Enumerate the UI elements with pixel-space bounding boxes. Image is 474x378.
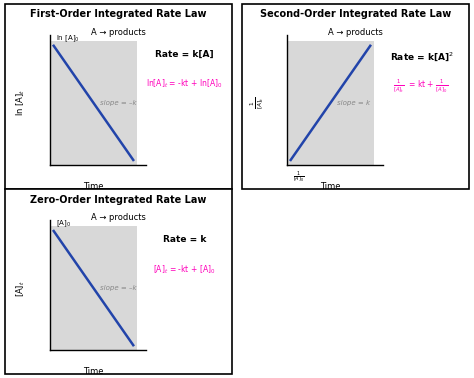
Text: [A]$_t$ = -kt + [A]$_0$: [A]$_t$ = -kt + [A]$_0$ [153, 263, 216, 276]
Text: Zero-Order Integrated Rate Law: Zero-Order Integrated Rate Law [30, 195, 207, 204]
Text: slope = –k: slope = –k [100, 100, 137, 106]
Text: $\frac{1}{[A]_t}$  = kt + $\frac{1}{[A]_0}$: $\frac{1}{[A]_t}$ = kt + $\frac{1}{[A]_0… [393, 78, 448, 95]
Text: Time: Time [320, 181, 341, 191]
Text: Time: Time [83, 367, 104, 376]
Text: $\frac{1}{[A]_0}$: $\frac{1}{[A]_0}$ [293, 169, 304, 184]
Text: A → products: A → products [91, 213, 146, 222]
Text: Rate = k: Rate = k [163, 235, 206, 244]
Bar [50, 226, 137, 350]
Text: slope = k: slope = k [337, 100, 370, 106]
Text: ln[A]$_t$ = -kt + ln[A]$_0$: ln[A]$_t$ = -kt + ln[A]$_0$ [146, 78, 223, 90]
Bar [50, 41, 137, 165]
Text: First-Order Integrated Rate Law: First-Order Integrated Rate Law [30, 9, 207, 19]
Text: Rate = k[A]$^2$: Rate = k[A]$^2$ [390, 50, 454, 63]
Text: [A]$_0$: [A]$_0$ [56, 218, 71, 229]
Text: Time: Time [83, 181, 104, 191]
Text: [A]$_t$: [A]$_t$ [14, 280, 27, 296]
Text: A → products: A → products [91, 28, 146, 37]
Text: A → products: A → products [328, 28, 383, 37]
Text: Rate = k[A]: Rate = k[A] [155, 50, 214, 59]
Text: $\frac{1}{[A]_t}$: $\frac{1}{[A]_t}$ [249, 97, 266, 109]
Text: ln [A]$_t$: ln [A]$_t$ [14, 89, 27, 116]
Text: ln [A]$_0$: ln [A]$_0$ [56, 33, 80, 44]
Text: Second-Order Integrated Rate Law: Second-Order Integrated Rate Law [260, 9, 451, 19]
Text: slope = –k: slope = –k [100, 285, 137, 291]
Bar [287, 41, 374, 165]
